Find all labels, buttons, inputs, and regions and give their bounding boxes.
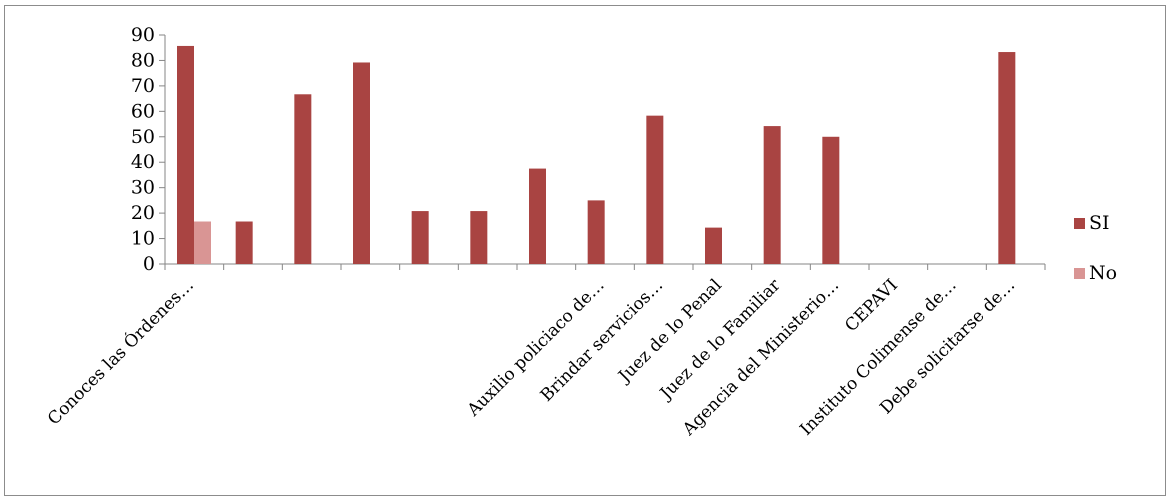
legend: SI No [1074, 212, 1117, 284]
category-label: CEPAVI [841, 275, 902, 336]
y-tick-label: 30 [131, 177, 155, 199]
bar-si-5 [470, 211, 488, 264]
bar-si-4 [411, 211, 429, 264]
y-tick-label: 80 [131, 49, 155, 71]
bar-si-6 [529, 168, 546, 264]
category-labels: Conoces las Órdenes… Auxilio policiaco de… [43, 275, 1019, 441]
legend-label-no: No [1089, 262, 1117, 284]
bar-si-3 [353, 62, 370, 265]
category-label: Juez de lo Penal [614, 275, 726, 387]
bar-si-9 [705, 227, 722, 264]
bar-si-2 [294, 94, 312, 264]
bar-si-14 [998, 52, 1016, 265]
bar-no-0 [194, 221, 211, 264]
bars [177, 45, 1016, 265]
bar-si-0 [177, 45, 194, 264]
bar-si-10 [763, 126, 781, 264]
y-tick-label: 70 [131, 75, 155, 97]
category-label: Conoces las Órdenes… [43, 275, 198, 430]
bar-si-8 [646, 115, 664, 264]
y-tick-label: 20 [131, 202, 155, 224]
y-axis: 0 10 20 30 40 50 60 70 80 90 [131, 24, 166, 275]
y-tick-label: 50 [131, 126, 155, 148]
legend-label-si: SI [1089, 212, 1110, 234]
bar-si-11 [822, 136, 840, 264]
y-tick-label: 0 [143, 253, 155, 275]
legend-swatch-no [1074, 268, 1085, 279]
y-tick-label: 10 [131, 228, 155, 250]
y-tick-label: 40 [131, 151, 155, 173]
bar-si-1 [235, 221, 253, 264]
bar-si-7 [587, 200, 605, 264]
x-axis [164, 263, 1046, 270]
legend-swatch-si [1074, 218, 1085, 229]
y-tick-label: 60 [131, 100, 155, 122]
y-tick-label: 90 [131, 24, 155, 46]
